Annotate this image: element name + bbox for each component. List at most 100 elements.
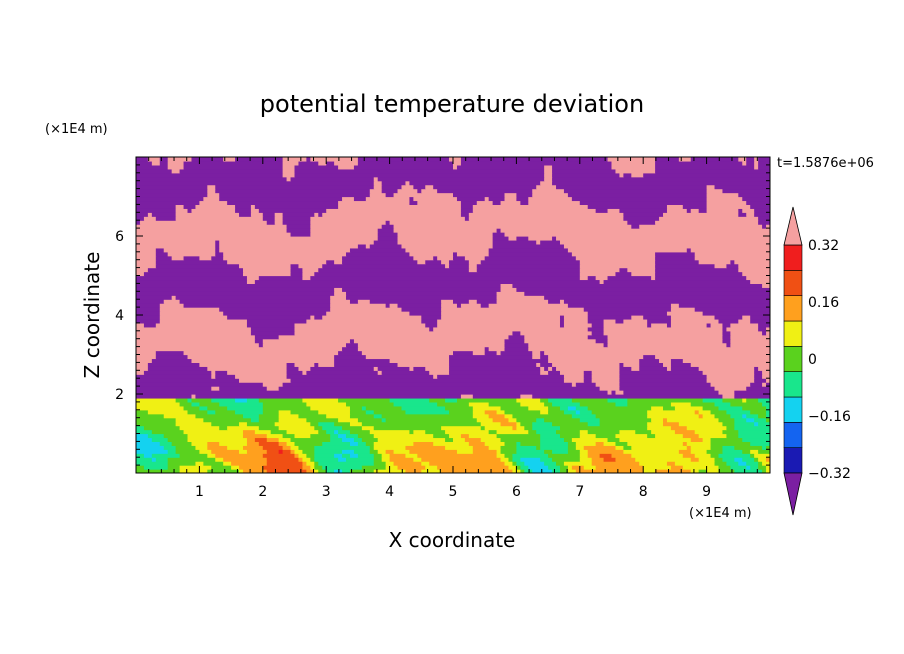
field-cell [528, 429, 537, 435]
field-cell [726, 425, 735, 431]
field-cell [254, 204, 339, 209]
field-cell [595, 338, 609, 344]
field-cell [488, 247, 569, 253]
field-cell [227, 405, 264, 411]
field-cell [437, 374, 565, 379]
field-cell [627, 441, 684, 446]
field-cell [532, 421, 553, 427]
field-cell [143, 453, 153, 458]
field-cell [611, 453, 632, 458]
field-cell [449, 409, 474, 415]
field-cell [136, 267, 149, 273]
field-cell [445, 429, 490, 435]
field-cell [286, 362, 296, 367]
field-cell [453, 299, 470, 304]
field-cell [754, 208, 770, 213]
field-cell [203, 417, 252, 423]
field-cell [425, 322, 438, 328]
field-cell [651, 405, 664, 411]
field-cell [698, 469, 708, 473]
colorbar-segment [783, 244, 803, 271]
field-cell [294, 168, 545, 174]
field-cell [682, 441, 688, 446]
field-cell [686, 441, 712, 446]
field-cell [306, 469, 315, 473]
field-cell [619, 172, 624, 178]
field-cell [746, 386, 770, 391]
field-cell [207, 409, 216, 415]
field-cell [369, 299, 442, 304]
field-cell [409, 200, 418, 205]
field-cell [738, 263, 770, 269]
field-cell [155, 255, 173, 261]
field-cell [239, 449, 248, 454]
field-cell [722, 429, 739, 435]
field-cell [631, 445, 688, 450]
field-cell [619, 378, 708, 383]
field-cell [651, 417, 664, 423]
colorbar-tick-label: −0.16 [808, 409, 851, 425]
field-cell [655, 433, 684, 439]
field-cell [655, 275, 747, 281]
field-cell [651, 275, 656, 281]
field-cell [694, 453, 712, 458]
field-cell [603, 457, 617, 462]
field-cell [441, 259, 450, 265]
field-cell [151, 429, 185, 435]
field-cell [349, 421, 363, 427]
field-cell [738, 212, 747, 217]
field-cell [540, 366, 545, 371]
field-cell [746, 417, 755, 423]
field-cell [496, 449, 502, 454]
field-cell [714, 457, 724, 462]
field-cell [179, 465, 212, 470]
field-cell [136, 271, 145, 277]
field-cell [532, 394, 724, 399]
field-cell [266, 457, 300, 462]
field-cell [175, 216, 264, 221]
field-cell [548, 397, 573, 403]
field-cell [365, 243, 371, 249]
field-cell [381, 457, 391, 462]
field-cell [587, 311, 668, 316]
field-cell [651, 322, 668, 328]
field-cell [698, 259, 731, 265]
field-cell [183, 405, 200, 411]
field-cell [389, 303, 399, 308]
field-cell [464, 255, 486, 261]
field-cell [199, 405, 208, 411]
field-cell [536, 239, 541, 245]
field-cell [219, 243, 359, 249]
field-cell [488, 346, 506, 352]
field-cell [468, 299, 478, 304]
field-cell [136, 192, 208, 198]
field-cell [389, 453, 407, 458]
field-cell [143, 465, 169, 470]
field-cell [334, 429, 339, 435]
field-cell [512, 457, 521, 462]
field-cell [750, 204, 770, 209]
field-cell [342, 346, 359, 352]
field-cell [738, 192, 770, 198]
field-cell [659, 358, 672, 363]
field-cell [219, 386, 268, 391]
field-cell [468, 216, 624, 221]
field-cell [357, 243, 367, 249]
field-cell [215, 251, 224, 257]
field-cell [413, 457, 422, 462]
field-cell [619, 208, 668, 213]
field-cell [373, 409, 407, 415]
field-cell [425, 184, 434, 190]
field-cell [678, 303, 770, 308]
field-cell [191, 401, 200, 407]
field-cell [516, 236, 529, 241]
field-cell [714, 386, 747, 391]
field-cell [484, 196, 490, 202]
field-cell [266, 433, 284, 439]
field-cell [670, 307, 696, 312]
field-cell [136, 338, 256, 344]
field-cell [282, 445, 292, 450]
field-cell [437, 255, 454, 261]
field-cell [587, 421, 601, 427]
field-cell [516, 461, 525, 466]
